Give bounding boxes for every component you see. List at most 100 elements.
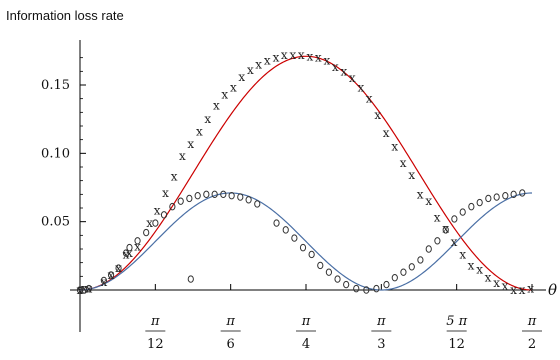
series-1-point <box>177 197 184 205</box>
series-1-point <box>237 193 244 201</box>
tick-labels: 0.05 0.10 0.15 π 12 π 6 π 4 π 3 5 π 12 π 2 <box>41 78 542 352</box>
series-0-point: x <box>493 276 500 290</box>
series-1-point <box>254 200 261 208</box>
series-1-point <box>282 226 289 234</box>
series-0-point: x <box>366 92 373 106</box>
series-0-point: x <box>221 88 228 102</box>
series-0-point: x <box>400 156 407 170</box>
series-0-point: x <box>281 48 288 62</box>
series-0-point: x <box>146 216 153 230</box>
series-0-point: x <box>179 149 186 163</box>
series-1-point <box>273 219 280 227</box>
x-tick-denominator: 12 <box>147 337 164 352</box>
series-0-point: x <box>459 247 466 261</box>
series-0-point: x <box>154 204 161 218</box>
series-0-curve <box>79 55 533 291</box>
x-tick-denominator: 12 <box>448 337 465 352</box>
series-1-point <box>76 286 84 294</box>
series-0-point: x <box>476 263 483 277</box>
series-0-point: x <box>434 211 441 225</box>
chart-title: Information loss rate <box>6 8 124 23</box>
series-0-point: x <box>417 187 424 201</box>
series-0-point: x <box>247 63 254 77</box>
series-0-point: x <box>527 282 534 296</box>
series-1-point <box>334 275 341 283</box>
series-0-point: x <box>315 51 322 65</box>
series-1-point <box>408 263 415 271</box>
x-tick-denominator: 3 <box>377 337 385 352</box>
series-1-point <box>383 280 390 289</box>
x-tick-numerator: π <box>150 314 160 329</box>
axes <box>70 40 546 332</box>
series-1-point <box>476 198 483 207</box>
x-tick-denominator: 6 <box>227 337 235 352</box>
series-1-point <box>510 190 517 199</box>
series-0-point: x <box>324 53 331 67</box>
series-1-point <box>143 228 150 237</box>
x-tick-denominator: 2 <box>528 337 536 352</box>
series-0-point: x <box>123 247 130 261</box>
series-1-point <box>451 215 458 223</box>
series-0-point: x <box>204 112 211 126</box>
series-1-point <box>203 190 210 199</box>
series-0-point: x <box>485 271 492 285</box>
series-1-point <box>519 189 526 197</box>
series-1-point <box>363 286 370 294</box>
series-1-point <box>343 280 350 289</box>
series-1-point <box>115 264 122 272</box>
series-1-point <box>434 237 441 245</box>
series-0-point: x <box>171 170 178 184</box>
series-0-point: x <box>115 261 122 275</box>
series-0-point: x <box>408 168 415 182</box>
x-tick-numerator: π <box>376 314 386 329</box>
series-1-point <box>325 268 333 276</box>
y-tick-label: 0.10 <box>41 146 70 161</box>
series-0-point: x <box>187 137 194 151</box>
series-0-point: x <box>374 108 381 122</box>
series-0-point: x <box>86 282 93 296</box>
series-0-point: x <box>468 258 475 272</box>
fitted-curves <box>79 55 533 291</box>
series-0-point: x <box>510 283 517 297</box>
series-1-point <box>317 261 324 270</box>
x-tick-numerator: π <box>527 314 537 329</box>
series-1-point <box>122 249 130 257</box>
series-0-point: x <box>196 124 203 138</box>
series-1-point <box>100 276 107 285</box>
series-1-point <box>468 202 475 211</box>
y-tick-label: 0.05 <box>41 215 70 230</box>
series-1-point <box>425 245 432 253</box>
series-1-point <box>126 243 133 252</box>
series-0-point: x <box>332 60 339 74</box>
series-1-point <box>169 202 176 211</box>
series-0-point: x <box>81 282 88 296</box>
series-1-point <box>485 194 492 203</box>
series-1-point <box>417 256 424 264</box>
series-1-point <box>134 237 141 245</box>
series-0-point: x <box>425 194 432 208</box>
series-0-point: x <box>298 48 305 62</box>
x-tick-numerator: π <box>225 314 235 329</box>
series-0-point: x <box>230 81 237 95</box>
series-1-point <box>245 196 252 204</box>
x-tick-denominator: 4 <box>302 337 310 352</box>
series-1-point <box>160 211 168 219</box>
series-1-point <box>186 194 193 203</box>
series-1-point <box>308 250 315 259</box>
series-0-point: x <box>290 48 297 62</box>
series-0-point: x <box>502 279 509 293</box>
series-1-point <box>493 193 500 201</box>
series-0-point: x <box>340 64 347 78</box>
series-1-point <box>353 284 360 293</box>
series-1-point <box>299 243 307 252</box>
series-1-point <box>187 275 194 283</box>
series-1-point <box>85 284 93 293</box>
series-1-point <box>107 271 115 279</box>
series-1-point <box>459 208 466 216</box>
series-1-point <box>502 192 509 200</box>
series-0-point: x <box>349 71 356 85</box>
series-0-point: x <box>264 53 271 67</box>
series-1-curve <box>79 192 533 291</box>
